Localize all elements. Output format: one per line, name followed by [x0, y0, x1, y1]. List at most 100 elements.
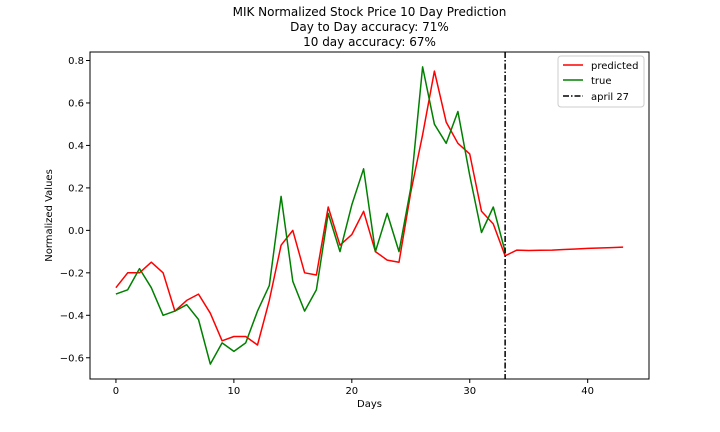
plot-frame: [89, 51, 650, 380]
data-point-predicted: [126, 271, 129, 274]
series-line-true: [115, 66, 506, 365]
x-tick-label: 10: [228, 386, 241, 397]
data-point-true: [338, 250, 341, 253]
data-point-true: [409, 186, 412, 189]
legend-label-true: true: [591, 76, 612, 87]
data-point-predicted: [551, 249, 554, 252]
data-point-true: [221, 341, 224, 344]
chart-title-line-1: MIK Normalized Stock Price 10 Day Predic…: [233, 5, 507, 19]
data-point-predicted: [468, 152, 471, 155]
data-point-predicted: [327, 205, 330, 208]
data-point-true: [138, 267, 141, 270]
y-tick-label: −0.2: [60, 268, 84, 279]
data-point-true: [232, 350, 235, 353]
data-point-true: [185, 303, 188, 306]
data-point-predicted: [386, 259, 389, 262]
data-point-predicted: [563, 248, 566, 251]
data-point-true: [303, 310, 306, 313]
data-point-predicted: [622, 246, 625, 249]
data-point-predicted: [362, 210, 365, 213]
data-point-true: [456, 110, 459, 113]
data-point-predicted: [397, 261, 400, 264]
data-point-predicted: [268, 299, 271, 302]
x-axis-label: Days: [357, 399, 382, 410]
legend-box: [557, 55, 645, 108]
chart-title-line-2: Day to Day accuracy: 71%: [290, 20, 449, 34]
data-point-predicted: [197, 293, 200, 296]
data-point-predicted: [445, 121, 448, 124]
data-point-true: [268, 284, 271, 287]
y-axis: −0.6 −0.4 −0.2 0.0 0.2 0.4 0.6 0.8: [60, 56, 90, 364]
data-point-true: [492, 205, 495, 208]
data-point-true: [256, 310, 259, 313]
data-point-predicted: [114, 286, 117, 289]
y-tick-label: −0.4: [60, 311, 84, 322]
x-tick-label: 20: [345, 386, 358, 397]
plot-area: [114, 52, 625, 379]
data-point-predicted: [185, 299, 188, 302]
y-tick-label: −0.6: [60, 353, 84, 364]
data-point-predicted: [574, 247, 577, 250]
data-point-true: [421, 65, 424, 68]
data-point-true: [468, 174, 471, 177]
data-point-true: [315, 288, 318, 291]
data-point-predicted: [350, 233, 353, 236]
data-point-true: [173, 310, 176, 313]
data-point-predicted: [527, 249, 530, 252]
legend: predicted true april 27: [557, 55, 645, 108]
data-point-true: [362, 167, 365, 170]
data-point-true: [244, 341, 247, 344]
data-point-predicted: [150, 261, 153, 264]
data-point-predicted: [586, 247, 589, 250]
x-tick-label: 30: [463, 386, 476, 397]
data-point-predicted: [433, 70, 436, 73]
data-point-predicted: [515, 249, 518, 252]
x-tick-label: 0: [113, 386, 119, 397]
data-point-true: [280, 195, 283, 198]
y-tick-label: 0.0: [68, 226, 84, 237]
data-point-true: [445, 142, 448, 145]
data-point-predicted: [456, 142, 459, 145]
x-tick-label: 40: [581, 386, 594, 397]
data-point-predicted: [244, 335, 247, 338]
data-point-predicted: [421, 133, 424, 136]
data-point-true: [480, 231, 483, 234]
data-point-predicted: [232, 335, 235, 338]
legend-label-predicted: predicted: [591, 61, 638, 72]
data-point-true: [433, 123, 436, 126]
y-tick-label: 0.2: [68, 183, 84, 194]
data-point-predicted: [492, 222, 495, 225]
data-point-predicted: [610, 246, 613, 249]
data-point-true: [386, 212, 389, 215]
data-point-predicted: [291, 229, 294, 232]
data-point-true: [291, 280, 294, 283]
data-point-predicted: [162, 271, 165, 274]
data-point-predicted: [480, 210, 483, 213]
y-axis-label: Normalized Values: [44, 169, 55, 262]
data-point-true: [350, 203, 353, 206]
y-tick-label: 0.8: [68, 56, 84, 67]
data-point-predicted: [256, 343, 259, 346]
data-point-predicted: [315, 273, 318, 276]
data-point-true: [397, 250, 400, 253]
data-point-predicted: [539, 249, 542, 252]
data-point-true: [162, 314, 165, 317]
chart-title-line-3: 10 day accuracy: 67%: [303, 35, 436, 49]
data-point-true: [374, 250, 377, 253]
data-point-true: [150, 286, 153, 289]
data-point-true: [114, 293, 117, 296]
data-point-true: [209, 363, 212, 366]
legend-label-april-27: april 27: [591, 92, 629, 103]
data-point-predicted: [280, 244, 283, 247]
data-point-true: [197, 318, 200, 321]
data-point-predicted: [598, 246, 601, 249]
data-point-true: [327, 212, 330, 215]
data-point-predicted: [209, 312, 212, 315]
series-line-predicted: [115, 70, 624, 346]
y-tick-label: 0.4: [68, 141, 84, 152]
x-axis: 0 10 20 30 40: [113, 379, 594, 397]
data-point-true: [126, 288, 129, 291]
data-point-predicted: [303, 271, 306, 274]
y-tick-label: 0.6: [68, 98, 84, 109]
